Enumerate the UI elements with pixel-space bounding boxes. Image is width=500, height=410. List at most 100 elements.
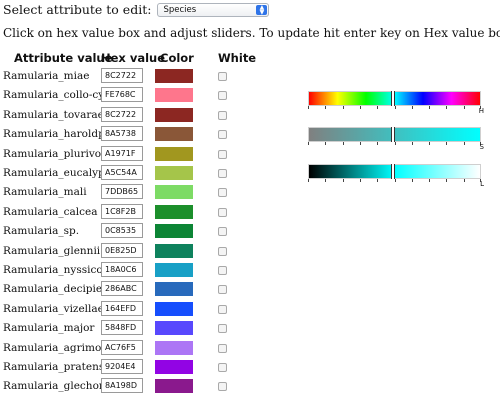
hex-value-input[interactable]: 8A198D — [101, 378, 143, 393]
slider-tick — [343, 142, 344, 145]
attribute-name: Ramularia_tovarae — [3, 109, 104, 121]
color-swatch — [155, 263, 193, 277]
color-swatch — [155, 147, 193, 161]
slider-tick — [308, 179, 309, 182]
slider-tick — [464, 106, 465, 109]
select-value: Species — [163, 5, 196, 15]
hex-value-input[interactable]: FE768C — [101, 87, 143, 102]
white-checkbox[interactable] — [218, 72, 227, 81]
slider-tick — [429, 106, 430, 109]
white-checkbox[interactable] — [218, 111, 227, 120]
white-checkbox[interactable] — [218, 266, 227, 275]
header-color: Color — [160, 51, 194, 65]
slider-tick — [395, 179, 396, 182]
color-swatch — [155, 69, 193, 83]
color-swatch — [155, 88, 193, 102]
white-checkbox[interactable] — [218, 150, 227, 159]
slider-tick — [395, 106, 396, 109]
white-checkbox[interactable] — [218, 188, 227, 197]
hex-value-input[interactable]: 8C2722 — [101, 68, 143, 83]
white-checkbox[interactable] — [218, 285, 227, 294]
hex-value-input[interactable]: 0C8535 — [101, 223, 143, 238]
slider-tick — [429, 179, 430, 182]
table-row: Ramularia_calcea 1C8F2B — [0, 203, 240, 221]
color-swatch — [155, 224, 193, 238]
table-row: Ramularia_pratensis 9204E4 — [0, 358, 240, 376]
saturation-slider-thumb[interactable] — [391, 127, 395, 142]
attribute-name: Ramularia_plurivora — [3, 148, 112, 160]
slider-tick — [412, 142, 413, 145]
hex-value-input[interactable]: 0E825D — [101, 243, 143, 258]
hex-value-input[interactable]: 5848FD — [101, 320, 143, 335]
attribute-name: Ramularia_pratensis — [3, 361, 113, 373]
table-row: Ramularia_haroldporteri 8A5738 — [0, 125, 240, 143]
color-swatch — [155, 321, 193, 335]
white-checkbox[interactable] — [218, 363, 227, 372]
hue-slider-thumb[interactable] — [391, 91, 395, 106]
color-swatch — [155, 341, 193, 355]
lightness-slider-thumb[interactable] — [391, 164, 395, 179]
color-swatch — [155, 185, 193, 199]
select-label: Select attribute to edit: — [3, 2, 151, 17]
color-swatch — [155, 302, 193, 316]
attribute-name: Ramularia_sp. — [3, 225, 79, 237]
header-white: White — [218, 51, 256, 65]
hex-value-input[interactable]: 8C2722 — [101, 107, 143, 122]
attribute-select[interactable]: Species ▲ ▼ — [157, 3, 269, 17]
white-checkbox[interactable] — [218, 169, 227, 178]
hex-value-input[interactable]: AC76F5 — [101, 340, 143, 355]
white-checkbox[interactable] — [218, 382, 227, 391]
white-checkbox[interactable] — [218, 305, 227, 314]
slider-tick — [412, 179, 413, 182]
hue-label: H — [479, 107, 484, 115]
slider-tick — [325, 106, 326, 109]
slider-tick — [412, 106, 413, 109]
lightness-ticks — [308, 179, 481, 183]
hex-value-input[interactable]: 7DDB65 — [101, 184, 143, 199]
slider-tick — [395, 142, 396, 145]
hex-value-input[interactable]: 8A5738 — [101, 126, 143, 141]
attribute-name: Ramularia_eucalypti — [3, 167, 112, 179]
hex-value-input[interactable]: A5C54A — [101, 165, 143, 180]
slider-tick — [464, 142, 465, 145]
white-checkbox[interactable] — [218, 227, 227, 236]
header-hex-value: Hex value — [101, 51, 165, 65]
attribute-name: Ramularia_glennii — [3, 245, 100, 257]
hex-value-input[interactable]: 18A0C6 — [101, 262, 143, 277]
color-swatch — [155, 166, 193, 180]
slider-tick — [377, 179, 378, 182]
hex-value-input[interactable]: 164EFD — [101, 301, 143, 316]
hue-ticks — [308, 106, 481, 110]
white-checkbox[interactable] — [218, 208, 227, 217]
color-swatch — [155, 244, 193, 258]
saturation-label: S — [480, 143, 484, 151]
slider-tick — [464, 179, 465, 182]
hex-value-input[interactable]: 1C8F2B — [101, 204, 143, 219]
slider-tick — [360, 179, 361, 182]
white-checkbox[interactable] — [218, 130, 227, 139]
hex-value-input[interactable]: A1971F — [101, 146, 143, 161]
table-row: Ramularia_mali 7DDB65 — [0, 183, 240, 201]
hex-value-input[interactable]: 9204E4 — [101, 359, 143, 374]
hex-value-input[interactable]: 286ABC — [101, 281, 143, 296]
white-checkbox[interactable] — [218, 344, 227, 353]
slider-tick — [343, 179, 344, 182]
attribute-name: Ramularia_miae — [3, 70, 89, 82]
color-swatch — [155, 282, 193, 296]
color-swatch — [155, 379, 193, 393]
slider-tick — [446, 142, 447, 145]
white-checkbox[interactable] — [218, 247, 227, 256]
instructions-text: Click on hex value box and adjust slider… — [3, 26, 500, 40]
attribute-name: Ramularia_major — [3, 322, 94, 334]
table-row: Ramularia_miae 8C2722 — [0, 67, 240, 85]
white-checkbox[interactable] — [218, 91, 227, 100]
select-chevron-icon: ▲ ▼ — [256, 5, 267, 15]
slider-tick — [325, 142, 326, 145]
table-row: Ramularia_nyssicola 18A0C6 — [0, 261, 240, 279]
color-swatch — [155, 360, 193, 374]
table-row: Ramularia_eucalypti A5C54A — [0, 164, 240, 182]
white-checkbox[interactable] — [218, 324, 227, 333]
table-row: Ramularia_collo-cygni FE768C — [0, 86, 240, 104]
slider-tick — [325, 179, 326, 182]
saturation-ticks — [308, 142, 481, 146]
